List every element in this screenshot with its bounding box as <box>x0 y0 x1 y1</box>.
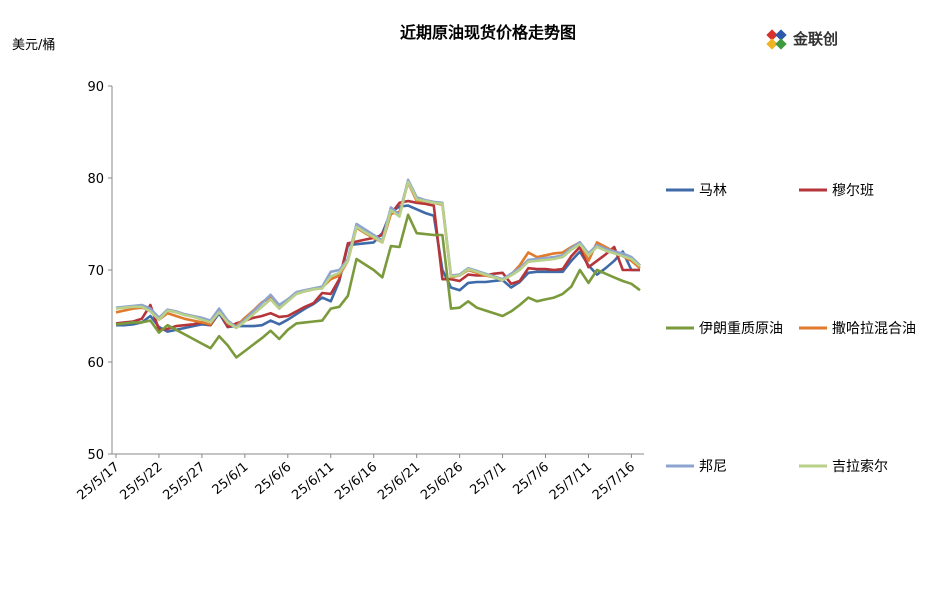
legend-label: 邦尼 <box>699 459 727 475</box>
x-tick-label: 25/6/1 <box>210 460 252 498</box>
legend-label: 吉拉索尔 <box>832 458 888 475</box>
y-tick-label: 60 <box>87 356 104 371</box>
legend-item: 吉拉索尔 <box>799 458 888 475</box>
x-tick-label: 25/7/1 <box>467 460 509 498</box>
x-tick-label: 25/6/6 <box>253 460 295 498</box>
x-tick-label: 25/7/11 <box>547 460 595 504</box>
series-line-3 <box>115 213 641 359</box>
logo-wordmark: 金联创 <box>792 30 838 48</box>
y-tick-label: 80 <box>87 172 104 187</box>
x-tick-label: 25/5/17 <box>75 460 123 504</box>
chart-series <box>115 178 641 359</box>
y-tick-label: 90 <box>87 80 104 95</box>
x-tick-label: 25/6/26 <box>418 460 466 504</box>
series-line-5 <box>115 178 641 329</box>
series-line-2 <box>115 199 640 332</box>
brand-logo: 金联创 <box>766 29 838 50</box>
legend-item: 马林 <box>666 183 727 199</box>
y-tick-label: 50 <box>87 448 104 463</box>
y-tick-label: 70 <box>87 264 104 279</box>
chart-title: 近期原油现货价格走势图 <box>400 23 576 42</box>
logo-mark-icon <box>766 29 787 50</box>
x-tick-label: 25/5/27 <box>160 460 208 504</box>
series-line-6 <box>115 180 641 330</box>
x-tick-label: 25/7/16 <box>590 460 638 504</box>
legend-item: 伊朗重质原油 <box>666 321 783 337</box>
legend-label: 马林 <box>699 183 727 199</box>
x-tick-label: 25/6/21 <box>375 460 423 504</box>
x-tick-label: 25/5/22 <box>117 460 165 504</box>
legend-item: 撒哈拉混合油 <box>799 321 916 337</box>
x-tick-label: 25/7/6 <box>510 460 552 498</box>
y-axis-unit-label: 美元/桶 <box>12 38 55 53</box>
legend-item: 穆尔班 <box>799 183 874 199</box>
legend-label: 伊朗重质原油 <box>699 321 783 337</box>
x-tick-label: 25/6/11 <box>289 460 337 504</box>
legend-label: 撒哈拉混合油 <box>832 321 916 337</box>
legend-item: 邦尼 <box>666 459 727 475</box>
x-tick-label: 25/6/16 <box>332 460 380 504</box>
legend-label: 穆尔班 <box>832 183 874 199</box>
